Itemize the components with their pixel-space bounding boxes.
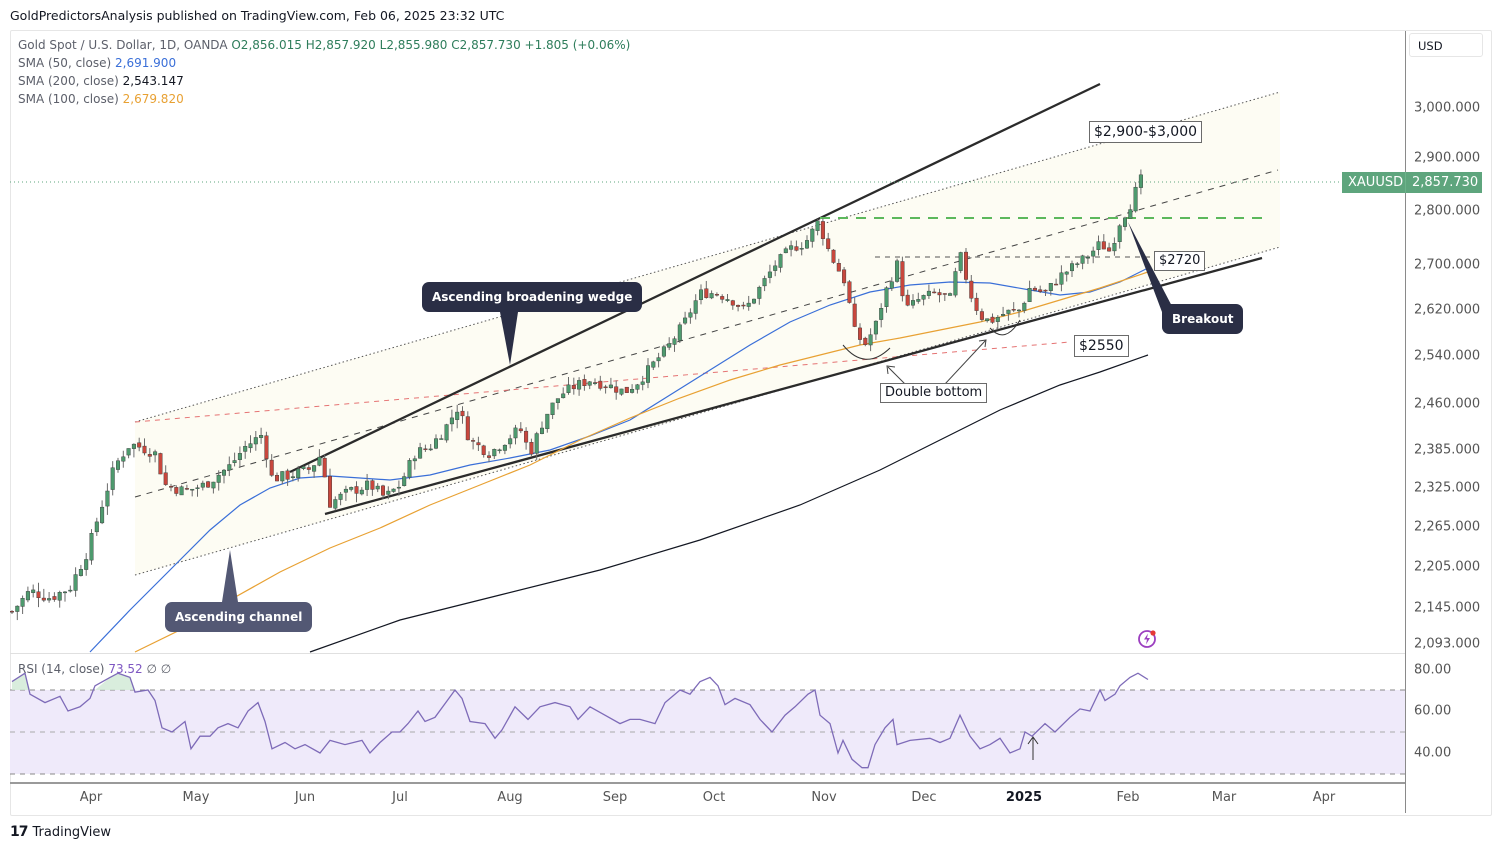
close-value: C2,857.730 <box>451 38 521 52</box>
level-2550-label[interactable]: $2550 <box>1074 335 1129 357</box>
symbol-row: Gold Spot / U.S. Dollar, 1D, OANDA O2,85… <box>18 36 630 54</box>
sma100-label: SMA (100, close) <box>18 92 119 106</box>
rsi-value: 73.52 <box>108 662 143 676</box>
time-label: Sep <box>602 790 628 805</box>
sma100-row[interactable]: SMA (100, close) 2,679.820 <box>18 90 630 108</box>
low-value: L2,855.980 <box>379 38 448 52</box>
sma200-value: 2,543.147 <box>122 74 184 88</box>
rsi-extra: ∅ ∅ <box>146 662 172 676</box>
rsi-tick: 80.00 <box>1414 662 1452 678</box>
price-tick: 2,540.000 <box>1414 348 1481 364</box>
time-label: May <box>182 790 210 805</box>
price-tick: 2,093.000 <box>1414 636 1481 652</box>
pane-divider[interactable] <box>10 653 1405 654</box>
time-label: Jun <box>294 790 316 805</box>
time-label: 2025 <box>1005 790 1043 805</box>
rsi-tick: 60.00 <box>1414 703 1452 719</box>
flash-alert-icon[interactable] <box>1137 629 1157 649</box>
price-tick: 2,620.000 <box>1414 302 1481 318</box>
time-label: Mar <box>1211 790 1237 805</box>
sma100-value: 2,679.820 <box>122 92 184 106</box>
price-tick: 2,460.000 <box>1414 396 1481 412</box>
price-tick: 2,205.000 <box>1414 559 1481 575</box>
level-2720-label[interactable]: $2720 <box>1154 251 1206 271</box>
last-price-tag: XAUUSD 2,857.730 <box>1342 172 1482 193</box>
time-label: Apr <box>79 790 103 805</box>
price-tick: 2,145.000 <box>1414 600 1481 616</box>
breakout-callout[interactable]: Breakout <box>1162 304 1244 334</box>
currency-selector[interactable]: USD <box>1409 33 1483 57</box>
price-tick: 2,800.000 <box>1414 203 1481 219</box>
high-value: H2,857.920 <box>305 38 376 52</box>
change-value: +1.805 (+0.06%) <box>524 38 631 52</box>
price-tick: 2,700.000 <box>1414 257 1481 273</box>
time-label: Oct <box>702 790 726 805</box>
tradingview-logo[interactable]: 17 TradingView <box>10 824 111 840</box>
channel-callout[interactable]: Ascending channel <box>165 602 313 632</box>
price-tick: 2,385.000 <box>1414 442 1481 458</box>
published-header: GoldPredictorsAnalysis published on Trad… <box>10 8 505 23</box>
time-label: Aug <box>497 790 523 805</box>
target-zone-label[interactable]: $2,900-$3,000 <box>1089 121 1203 143</box>
sma50-row[interactable]: SMA (50, close) 2,691.900 <box>18 54 630 72</box>
sma50-label: SMA (50, close) <box>18 56 112 70</box>
time-label: Dec <box>911 790 937 805</box>
last-price-value: 2,857.730 <box>1405 172 1482 193</box>
sma50-value: 2,691.900 <box>115 56 177 70</box>
time-label: Nov <box>811 790 837 805</box>
rsi-tick: 40.00 <box>1414 745 1452 761</box>
wedge-callout[interactable]: Ascending broadening wedge <box>422 282 643 312</box>
time-label: Apr <box>1312 790 1336 805</box>
price-axis[interactable] <box>1405 31 1490 813</box>
last-price-symbol: XAUUSD <box>1342 172 1405 193</box>
price-tick: 2,265.000 <box>1414 519 1481 535</box>
time-axis-line <box>10 782 1405 784</box>
price-tick: 3,000.000 <box>1414 100 1481 116</box>
double-bottom-label[interactable]: Double bottom <box>880 383 988 403</box>
time-label: Jul <box>392 790 408 805</box>
price-tick: 2,900.000 <box>1414 150 1481 166</box>
tradingview-brand: TradingView <box>32 824 112 840</box>
symbol-label: Gold Spot / U.S. Dollar, 1D, OANDA <box>18 38 228 52</box>
time-label: Feb <box>1116 790 1140 805</box>
open-value: O2,856.015 <box>231 38 302 52</box>
sma200-row[interactable]: SMA (200, close) 2,543.147 <box>18 72 630 90</box>
rsi-label: RSI (14, close) <box>18 662 105 676</box>
tradingview-mark-icon: 17 <box>10 824 29 840</box>
chart-legend: Gold Spot / U.S. Dollar, 1D, OANDA O2,85… <box>18 36 630 108</box>
price-tick: 2,325.000 <box>1414 480 1481 496</box>
sma200-label: SMA (200, close) <box>18 74 119 88</box>
rsi-legend[interactable]: RSI (14, close) 73.52 ∅ ∅ <box>18 662 171 676</box>
